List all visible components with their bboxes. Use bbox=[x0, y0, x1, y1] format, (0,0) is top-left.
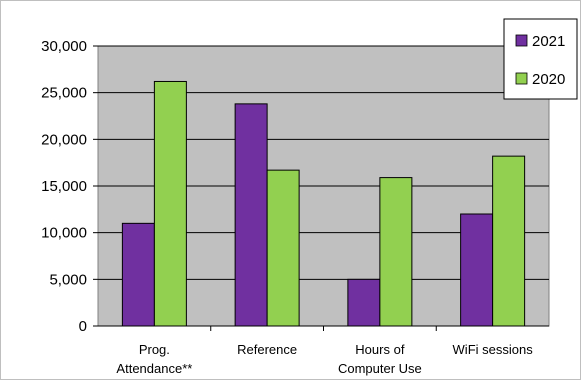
legend-label-2021: 2021 bbox=[532, 33, 565, 50]
legend-label-2020: 2020 bbox=[532, 71, 565, 88]
bar-2020 bbox=[153, 80, 187, 327]
legend-swatch-2020 bbox=[515, 72, 528, 85]
y-tick-label: 30,000 bbox=[41, 38, 87, 55]
x-tick-label: Prog. Attendance** bbox=[116, 342, 192, 376]
x-axis-ticks: Prog. Attendance** Reference Hours of Comput… bbox=[98, 325, 549, 376]
bar-2021 bbox=[234, 103, 268, 327]
legend-swatch-2021 bbox=[515, 34, 528, 47]
bar-2021 bbox=[460, 213, 494, 327]
bar-2021 bbox=[121, 222, 155, 327]
y-tick-label: 10,000 bbox=[41, 225, 87, 242]
x-tick-label: WiFi sessions bbox=[453, 342, 534, 357]
y-axis-ticks: 0 5,000 10,000 15,000 20,000 25,000 30,000 bbox=[41, 38, 98, 335]
bars bbox=[121, 80, 526, 327]
x-tick-label: Hours of Computer Use bbox=[338, 342, 422, 376]
bar-2021 bbox=[347, 278, 381, 327]
y-tick-label: 0 bbox=[79, 318, 87, 335]
legend-box bbox=[503, 18, 578, 100]
x-tick-label: Reference bbox=[237, 342, 297, 357]
y-tick-label: 25,000 bbox=[41, 85, 87, 102]
bar-2020 bbox=[492, 155, 526, 327]
bar-2020 bbox=[266, 169, 300, 327]
y-tick-label: 20,000 bbox=[41, 131, 87, 148]
y-tick-label: 15,000 bbox=[41, 178, 87, 195]
legend: 2021 2020 bbox=[503, 18, 578, 100]
y-tick-label: 5,000 bbox=[49, 271, 87, 288]
bar-2020 bbox=[379, 177, 413, 327]
